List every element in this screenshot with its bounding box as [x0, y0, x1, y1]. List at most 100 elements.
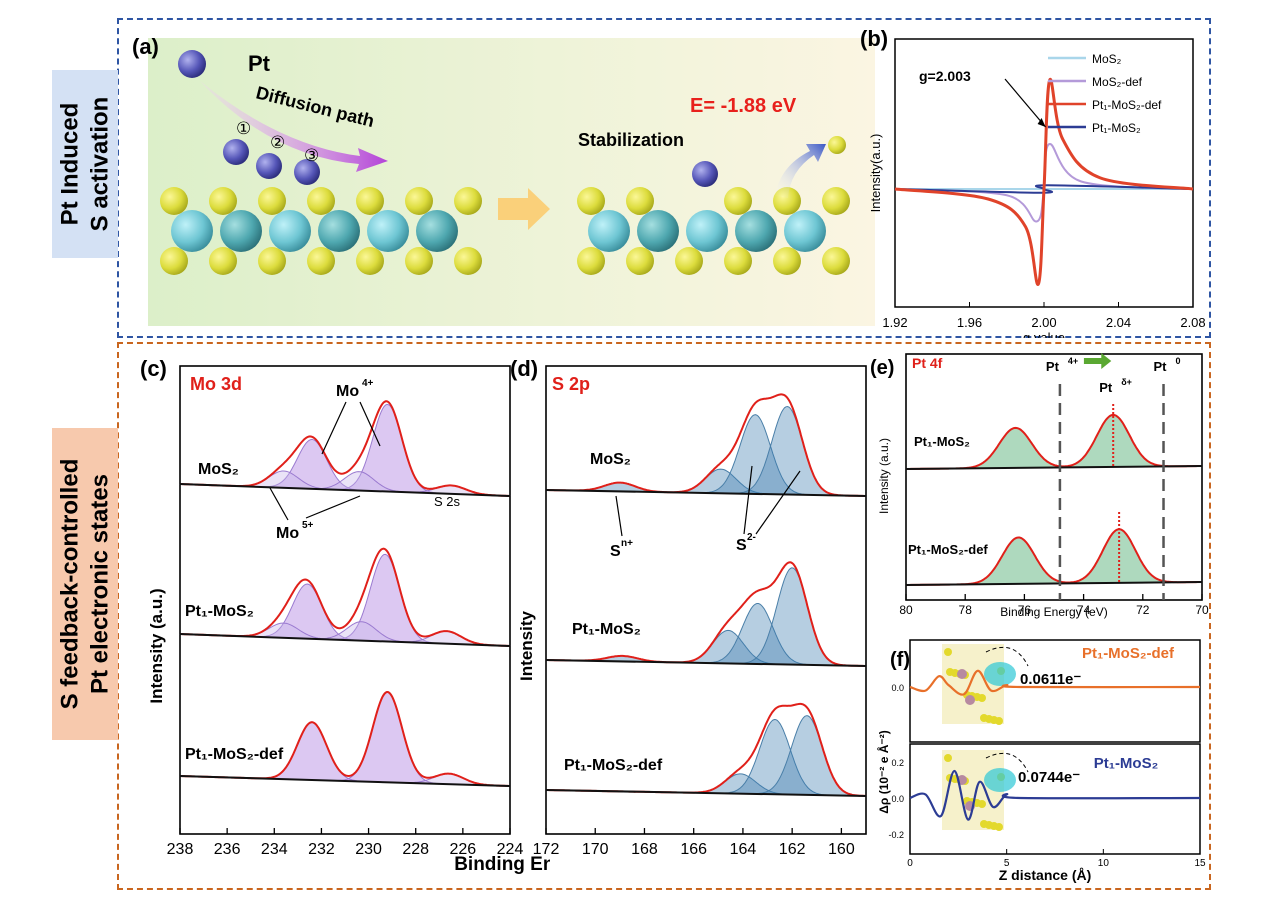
s-atom — [405, 187, 433, 215]
plot-frame — [545, 365, 867, 835]
mo-atom — [416, 210, 458, 252]
background-line — [905, 465, 1203, 470]
x-tick-label: 80 — [899, 603, 913, 617]
x-tick-label: 72 — [1136, 603, 1150, 617]
x-tick-label: 166 — [680, 841, 707, 858]
s-atom — [626, 187, 654, 215]
series-line — [909, 669, 1201, 696]
s-atom — [577, 187, 605, 215]
panel-f-chart: Pt₁-MoS₂-def Pt₁-MoS₂ 0.0611e⁻ 0.0744e⁻ 0.0 0… — [876, 639, 1206, 883]
s-atom — [307, 187, 335, 215]
x-axis-label: Binding Energy (eV) — [454, 854, 550, 875]
mo-atom — [318, 210, 360, 252]
x-tick-label: 1.96 — [957, 315, 982, 330]
annotation-arrow — [269, 487, 289, 521]
charge-label-top: 0.0611e⁻ — [1020, 671, 1081, 688]
bottom-side-label: S feedback-controlled Pt electronic state… — [52, 428, 118, 740]
panel-f-label: (f) — [890, 649, 910, 671]
panel-d-chart: MoS₂ Pt₁-MoS₂ Pt₁-MoS₂-def 172 170 168 166 164 1… — [510, 356, 867, 858]
annotation-arrowhead — [1037, 118, 1046, 127]
x-tick-label: 234 — [261, 841, 288, 858]
background-line — [179, 633, 511, 647]
x-tick-label: 238 — [167, 841, 194, 858]
x-tick-label: 5 — [1004, 858, 1010, 869]
mo-atom — [588, 210, 630, 252]
x-tick-label: 160 — [828, 841, 855, 858]
y-tick-label: -0.2 — [888, 830, 904, 840]
envelope-line — [546, 561, 866, 667]
annotation-arrow — [321, 401, 347, 455]
x-axis-label: Binding Energy (eV) — [1000, 605, 1107, 619]
spectrum-label: MoS₂ — [198, 461, 239, 478]
mo-atom — [269, 210, 311, 252]
pt-atom — [223, 139, 249, 165]
series-label-top: Pt₁-MoS₂-def — [1082, 645, 1175, 662]
mo-atom — [965, 695, 975, 705]
mo5-sup: 5+ — [302, 520, 314, 531]
spectrum-title: Mo 3d — [190, 374, 242, 394]
pt4-label: Pt — [1046, 359, 1060, 374]
x-axis-label: g value — [1023, 330, 1065, 338]
panel-e-chart: Pt₁-MoS₂ Pt₁-MoS₂-def 80 78 76 74 72 70 Pt 4f Int… — [870, 353, 1209, 619]
s-atom — [454, 247, 482, 275]
y-tick-label: 0.0 — [891, 683, 904, 693]
mo-atom — [957, 669, 967, 679]
s-atom — [822, 187, 850, 215]
annotation-arrow — [615, 495, 623, 537]
x-tick-label: 172 — [533, 841, 560, 858]
sn-label: S — [610, 543, 621, 560]
sn-sup: n+ — [621, 538, 633, 549]
s-atom — [944, 648, 952, 656]
x-tick-label: 2.00 — [1031, 315, 1056, 330]
pt0-sup: 0 — [1176, 356, 1181, 366]
s-atom — [209, 187, 237, 215]
mo-atom — [637, 210, 679, 252]
s-atom — [356, 247, 384, 275]
envelope-line — [546, 393, 866, 497]
s2s-label: S 2s — [434, 494, 461, 509]
bottom-section-frame — [117, 342, 1211, 890]
x-tick-label: 236 — [214, 841, 241, 858]
spectrum-label: Pt₁-MoS₂ — [572, 621, 641, 638]
s-atom — [980, 714, 988, 722]
s-atom — [946, 668, 954, 676]
bottom-side-line2: Pt electronic states — [86, 473, 114, 695]
x-tick-label: 162 — [779, 841, 806, 858]
y-axis-label: Intensity — [517, 611, 536, 681]
x-tick-label: 168 — [631, 841, 658, 858]
s-atom — [980, 820, 988, 828]
panel-a-illustration: Pt Diffusion path ① ② ③ Stabilization E=… — [148, 38, 875, 326]
mo-atom — [171, 210, 213, 252]
panel-b-chart: 1.92 1.96 2.00 2.04 2.08 g value Intensity(a.u… — [860, 26, 1206, 338]
annotation-arrow — [1004, 78, 1047, 128]
x-tick-label: 226 — [450, 841, 477, 858]
charge-label-bottom: 0.0744e⁻ — [1018, 769, 1080, 786]
stabilization-label: Stabilization — [578, 130, 684, 150]
step-label-3: ③ — [304, 146, 319, 165]
s-atom — [577, 247, 605, 275]
charge-isosurface — [984, 662, 1016, 686]
spectrum-label: Pt₁-MoS₂-def — [564, 757, 663, 774]
ptd-label: Pt — [1099, 380, 1113, 395]
panel-c-chart: MoS₂ Pt₁-MoS₂ Pt₁-MoS₂-def 238 236 234 232 230 2… — [140, 356, 550, 875]
s-atom — [724, 187, 752, 215]
step-label-1: ① — [236, 119, 251, 138]
mo4-label: Mo — [336, 383, 359, 400]
top-section-frame — [117, 18, 1211, 338]
panel-a-label: (a) — [132, 34, 159, 59]
mo-atom — [735, 210, 777, 252]
background-line — [545, 489, 867, 497]
x-tick-label: 228 — [402, 841, 429, 858]
x-tick-label: 10 — [1098, 858, 1110, 869]
x-tick-label: 2.08 — [1180, 315, 1205, 330]
spectrum-label: MoS₂ — [590, 451, 631, 468]
s-atom — [675, 247, 703, 275]
mo4-sup: 4+ — [362, 378, 374, 389]
x-tick-label: 164 — [730, 841, 757, 858]
mo-atom — [686, 210, 728, 252]
s-atom — [258, 247, 286, 275]
background-line — [179, 775, 511, 787]
panel-a: Pt Diffusion path ① ② ③ Stabilization E=… — [130, 26, 875, 326]
annotation-arrow — [305, 495, 361, 519]
s-atom — [307, 247, 335, 275]
